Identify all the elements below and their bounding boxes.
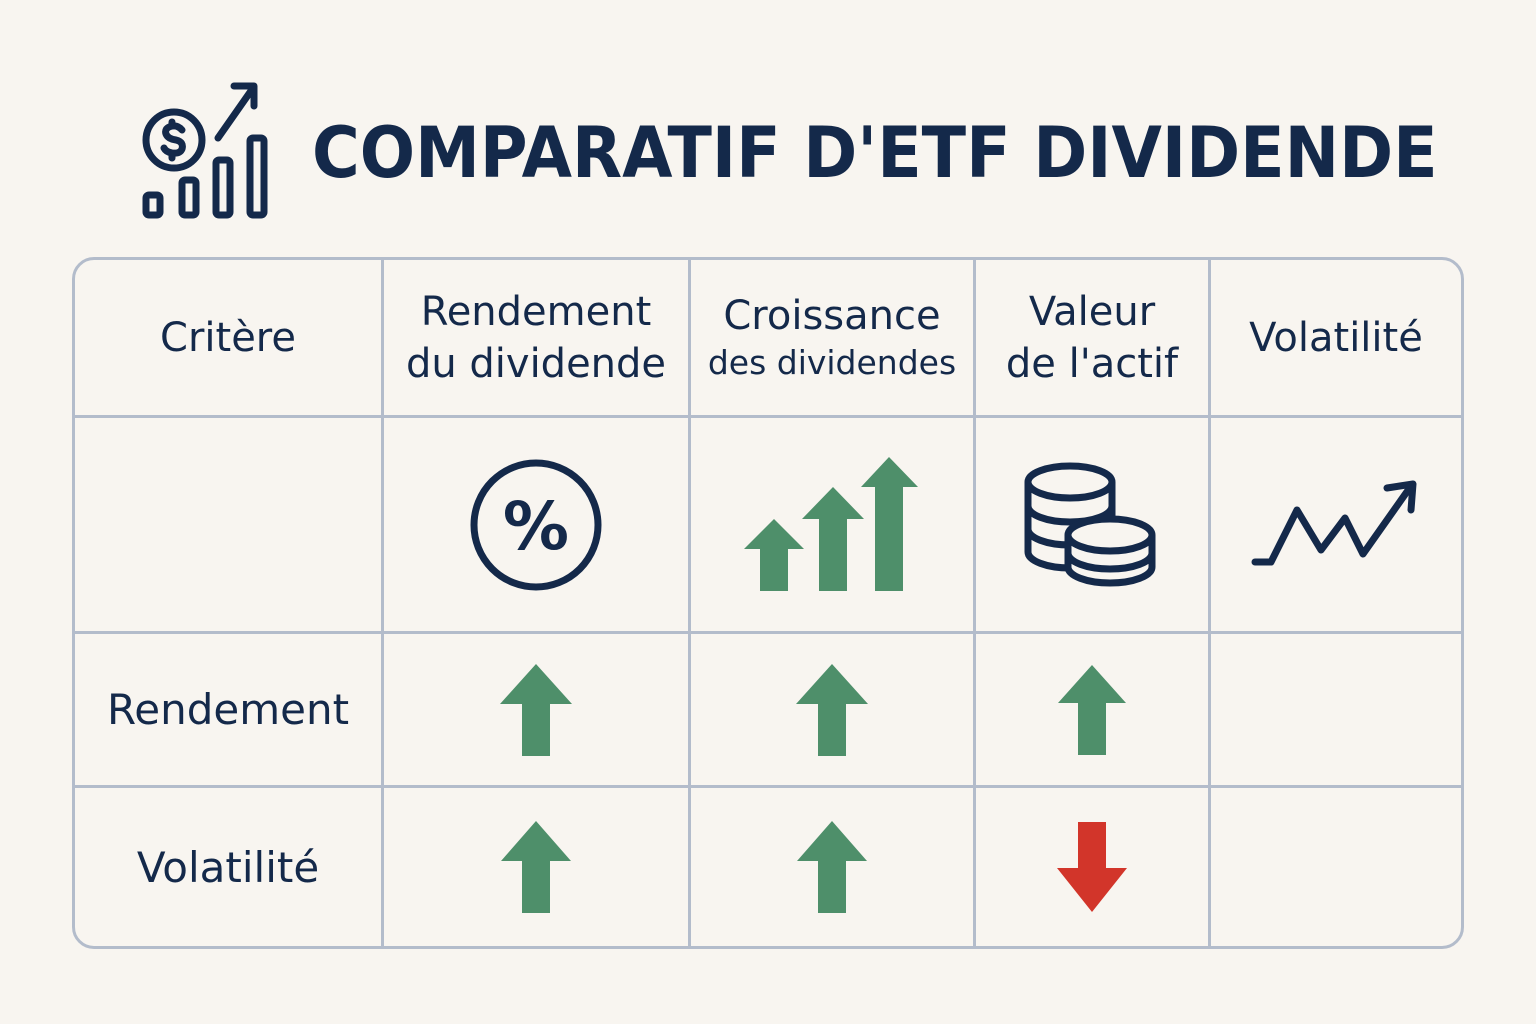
up-arrow-icon	[1058, 664, 1126, 755]
header-asset-value-line-1: Valeur	[1028, 288, 1156, 335]
up-arrow-icon	[796, 663, 868, 756]
volatilite-asset-value-cell	[976, 788, 1211, 946]
volatilite-growth-cell	[691, 788, 976, 946]
icon-cell-growth	[691, 418, 976, 634]
header-yield-line-2: du dividende	[405, 340, 667, 387]
volatilite-volatility-cell	[1211, 788, 1461, 946]
rendement-asset-value-cell	[976, 634, 1211, 788]
header-growth: Croissance des dividendes	[691, 260, 976, 418]
header-yield: Rendement du dividende	[384, 260, 691, 418]
icon-cell-asset-value	[976, 418, 1211, 634]
header-volatility: Volatilité	[1211, 260, 1461, 418]
header-growth-line-1: Croissance	[723, 293, 941, 340]
comparison-table: Critère Rendement du dividende Croissanc…	[72, 257, 1464, 949]
header-criterion-label: Critère	[160, 314, 296, 361]
header-yield-label: Rendement du dividende	[406, 286, 666, 390]
rendement-volatility-cell	[1211, 634, 1461, 788]
header-yield-line-1: Rendement	[420, 288, 652, 335]
rendement-yield-cell	[384, 634, 691, 788]
percent-circle-icon: %	[470, 459, 602, 590]
down-arrow-icon	[1057, 822, 1127, 912]
up-arrow-icon	[501, 821, 571, 913]
rendement-growth-cell	[691, 634, 976, 788]
coin-stacks-icon	[1024, 462, 1156, 586]
icon-row-label-cell	[75, 418, 384, 634]
icon-cell-yield: %	[384, 418, 691, 634]
growing-arrows-icon	[744, 456, 918, 591]
dollar-chart-growth-icon	[142, 82, 268, 219]
volatilite-yield-cell	[384, 788, 691, 946]
icon-cell-volatility	[1211, 418, 1461, 634]
header-growth-label: Croissance des dividendes	[708, 290, 956, 385]
header-growth-line-2: des dividendes	[707, 343, 957, 383]
page-title: COMPARATIF D'ETF DIVIDENDE	[312, 112, 1438, 194]
up-arrow-icon	[500, 663, 572, 756]
header-asset-value-label: Valeur de l'actif	[1006, 286, 1178, 390]
header-asset-value-line-2: de l'actif	[1005, 340, 1179, 387]
header-volatility-label: Volatilité	[1249, 314, 1423, 361]
up-arrow-icon	[797, 821, 867, 913]
header-criterion: Critère	[75, 260, 384, 418]
svg-text:%: %	[503, 488, 569, 565]
row-label-rendement: Rendement	[106, 685, 350, 734]
row-label-cell-rendement: Rendement	[75, 634, 384, 788]
header-asset-value: Valeur de l'actif	[976, 260, 1211, 418]
zigzag-trend-icon	[1251, 480, 1417, 565]
row-label-cell-volatilite: Volatilité	[75, 788, 384, 946]
row-label-volatilite: Volatilité	[136, 842, 320, 892]
page-header: COMPARATIF D'ETF DIVIDENDE	[138, 78, 1522, 228]
